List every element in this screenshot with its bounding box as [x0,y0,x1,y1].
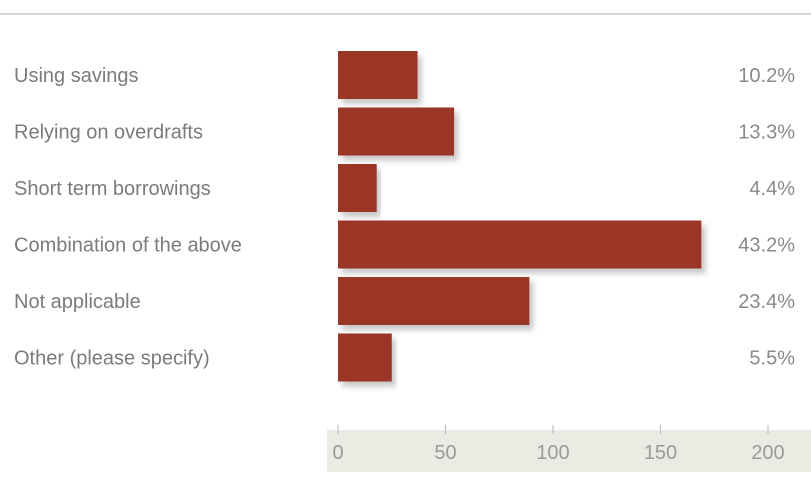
percent-label: 13.3% [738,122,795,144]
category-label: Using savings [14,65,139,87]
x-tick-label: 0 [332,442,343,464]
category-label: Relying on overdrafts [14,122,203,144]
percent-label: 4.4% [749,178,795,200]
category-label: Combination of the above [14,235,242,257]
bar [338,164,377,212]
x-tick-label: 150 [644,442,677,464]
plot-area: Using savings 10.2% Relying on overdrafts 1… [14,51,795,464]
category-label: Short term borrowings [14,178,211,200]
percent-label: 10.2% [738,65,795,87]
x-tick-label: 200 [751,442,784,464]
category-label: Other (please specify) [14,348,210,370]
bar [338,107,455,156]
bar [338,220,702,269]
x-tick-label: 100 [536,442,569,464]
percent-label: 43.2% [738,235,795,257]
x-tick-label: 50 [434,442,456,464]
x-axis-band [327,430,811,472]
percent-label: 5.5% [749,348,795,370]
bar [338,333,392,382]
bar [338,277,530,325]
bar [338,51,418,99]
category-label: Not applicable [14,291,141,313]
percent-label: 23.4% [738,291,795,313]
